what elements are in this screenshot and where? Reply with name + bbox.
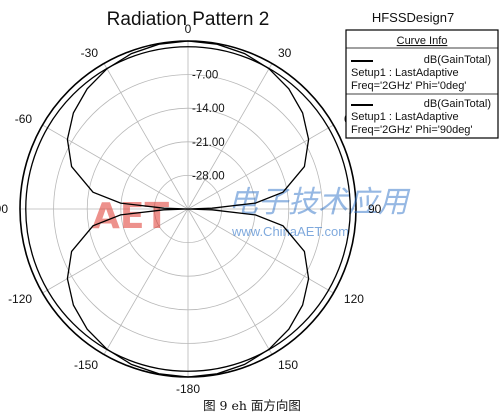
- legend-entry-quantity: dB(GainTotal): [424, 54, 491, 66]
- angle-tick-label: 90: [368, 202, 382, 216]
- watermark-url: www.ChinaAET.com: [231, 224, 349, 239]
- angle-tick-label: -90: [0, 202, 8, 216]
- legend: Curve Info dB(GainTotal) Setup1 : LastAd…: [345, 29, 499, 139]
- grid-spoke: [103, 208, 189, 355]
- legend-entry-setup: Setup1 : LastAdaptive: [351, 67, 459, 79]
- radial-tick-label: -7.00: [192, 70, 218, 82]
- design-name: HFSSDesign7: [372, 10, 454, 25]
- legend-entry-condition: Freq='2GHz' Phi='90deg': [351, 124, 473, 136]
- angle-labels: 0306090120150-180-150-120-90-60-30: [0, 22, 382, 396]
- radial-tick-label: -21.00: [192, 137, 225, 149]
- grid-spoke: [187, 124, 334, 210]
- legend-entry: dB(GainTotal) Setup1 : LastAdaptive Freq…: [351, 54, 491, 92]
- series-line: [66, 40, 310, 378]
- radial-tick-label: -14.00: [192, 103, 225, 115]
- series-line: [25, 46, 351, 372]
- grid-spoke: [103, 63, 189, 210]
- figure-caption: 图 9 eh 面方向图: [203, 398, 301, 413]
- angle-tick-label: 120: [344, 292, 364, 306]
- legend-entry-condition: Freq='2GHz' Phi='0deg': [351, 80, 466, 92]
- angle-tick-label: 150: [278, 358, 298, 372]
- angle-tick-label: -180: [176, 382, 200, 396]
- grid-spoke: [187, 63, 273, 210]
- grid-spoke: [187, 208, 334, 294]
- angle-tick-label: -60: [15, 112, 33, 126]
- grid-spoke: [187, 208, 273, 355]
- legend-entry-setup: Setup1 : LastAdaptive: [351, 111, 459, 123]
- chart-title: Radiation Pattern 2: [107, 9, 270, 30]
- radial-labels: -7.00 -14.00 -21.00 -28.00: [192, 70, 225, 183]
- watermark-logo: AET: [92, 196, 169, 237]
- angle-tick-label: -150: [74, 358, 98, 372]
- grid-spoke: [42, 124, 189, 210]
- legend-title: Curve Info: [397, 35, 448, 47]
- angle-tick-label: 0: [185, 22, 192, 36]
- angle-tick-label: 30: [278, 46, 292, 60]
- angle-tick-label: -120: [8, 292, 32, 306]
- radial-tick-label: -28.00: [192, 170, 225, 182]
- grid-spoke: [42, 208, 189, 294]
- data-traces: [25, 40, 351, 378]
- legend-entry: dB(GainTotal) Setup1 : LastAdaptive Freq…: [351, 98, 491, 136]
- legend-entry-quantity: dB(GainTotal): [424, 98, 491, 110]
- angle-tick-label: -30: [81, 46, 99, 60]
